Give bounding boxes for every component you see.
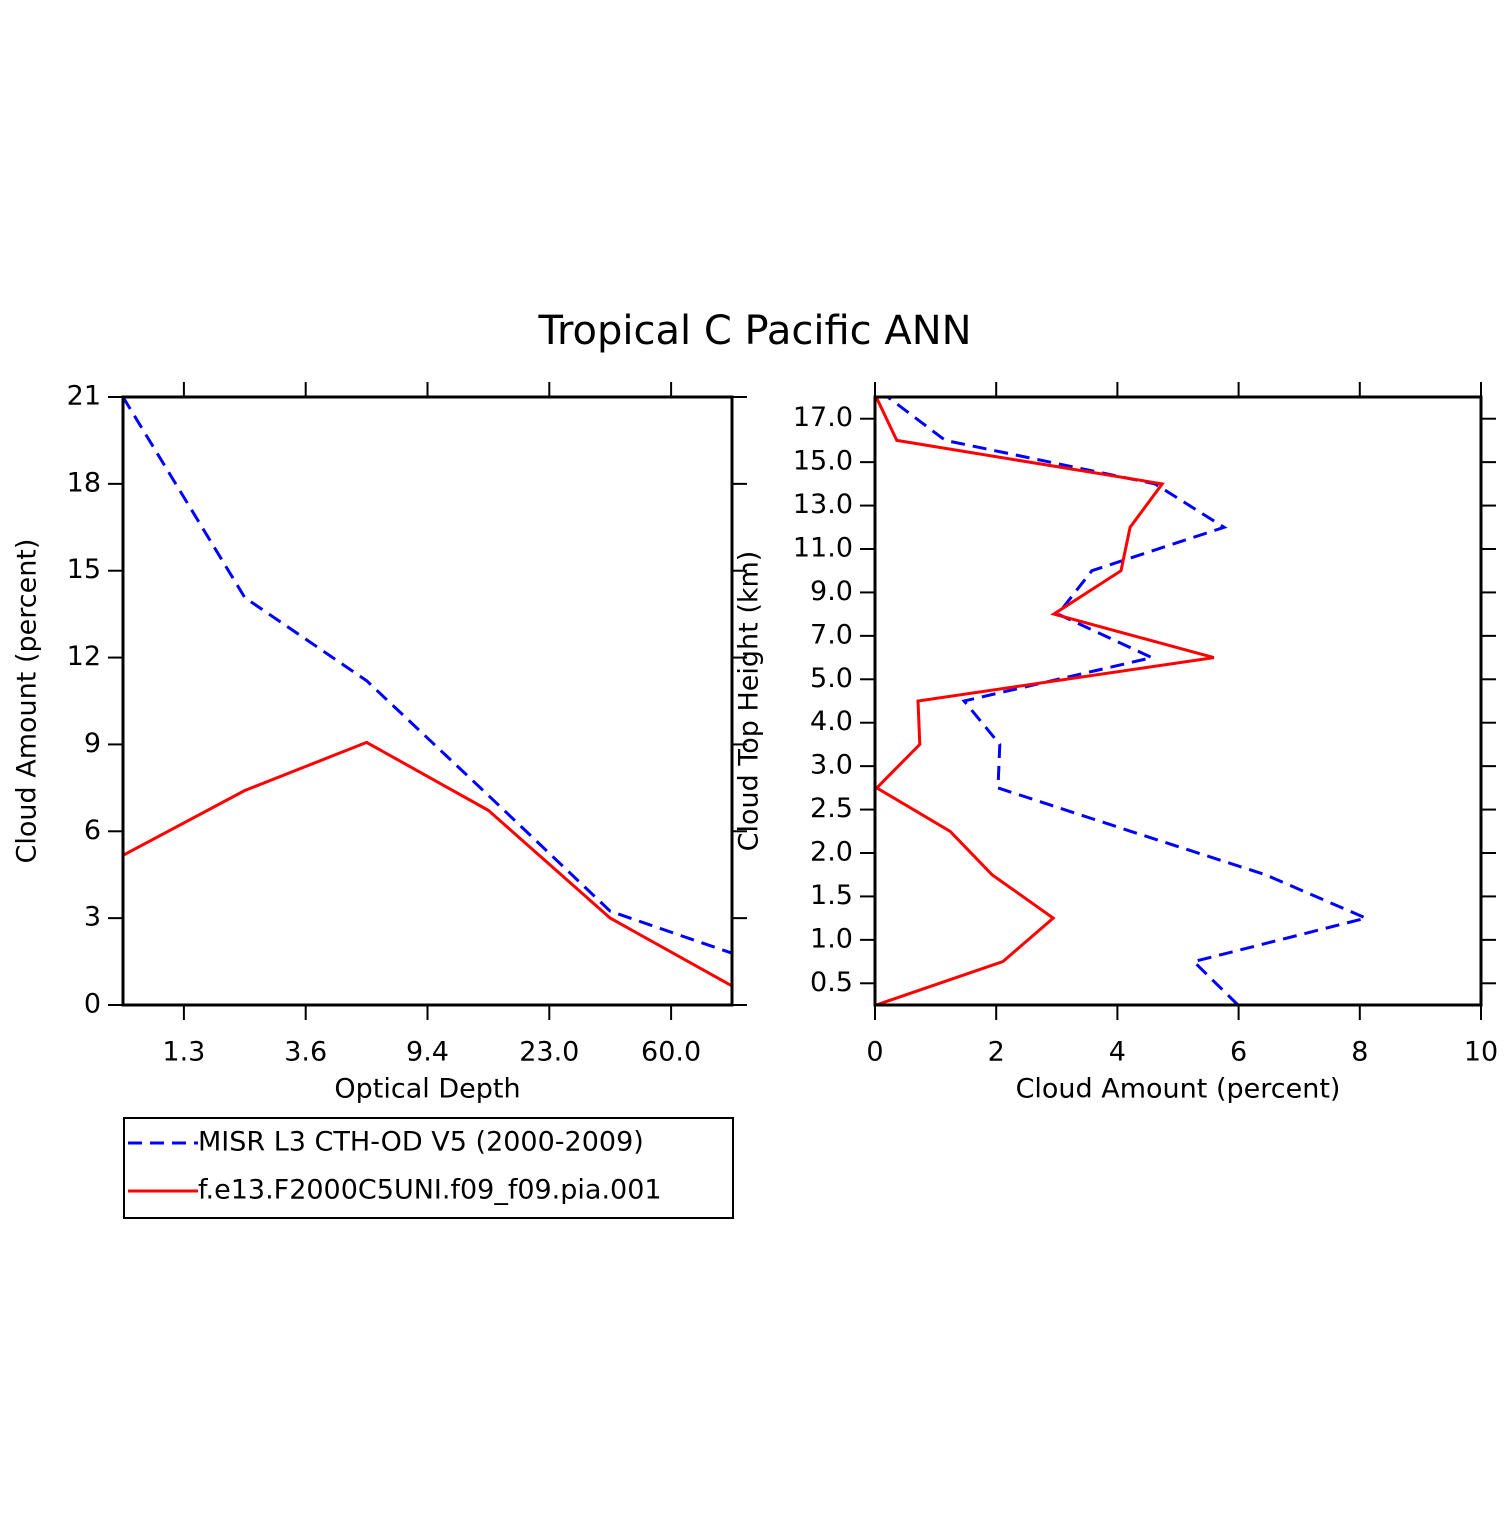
x-tick-label: 1.3 [162,1037,205,1068]
x-tick-label: 9.4 [406,1037,449,1068]
plot-frame [873,395,1483,1007]
y-tick-label: 13.0 [793,489,853,520]
figure-title: Tropical C Pacific ANN [537,308,971,354]
y-tick-label: 4.0 [810,706,853,737]
series-line [122,740,733,988]
x-tick-label: 8 [1351,1037,1368,1068]
y-tick-label: 21 [67,381,101,412]
x-tick-label: 3.6 [284,1037,327,1068]
y-tick-label: 3 [84,902,101,933]
x-tick-label: 2 [988,1037,1005,1068]
y-tick-label: 6 [84,815,101,846]
series-line [121,396,733,955]
y-tick-label: 3.0 [810,750,853,781]
legend-label: f.e13.F2000C5UNI.f09_f09.pia.001 [198,1175,662,1206]
series-line [886,395,1371,1007]
y-tick-label: 15.0 [793,446,853,477]
y-tick-label: 0 [84,989,101,1020]
y-tick-label: 7.0 [810,619,853,650]
x-tick-label: 0 [866,1037,883,1068]
x-axis-label: Cloud Amount (percent) [1016,1074,1341,1105]
x-tick-label: 10 [1464,1037,1498,1068]
plot-frame [121,395,734,1007]
x-tick-label: 23.0 [519,1037,579,1068]
y-tick-label: 15 [67,554,101,585]
series-line [874,396,1215,1007]
y-axis-label: Cloud Amount (percent) [12,539,43,864]
x-axis-label: Optical Depth [334,1074,520,1105]
y-tick-label: 12 [67,641,101,672]
x-tick-label: 6 [1230,1037,1247,1068]
y-tick-label: 5.0 [810,663,853,694]
y-tick-label: 2.0 [810,837,853,868]
y-tick-label: 1.5 [810,880,853,911]
y-tick-label: 9 [84,728,101,759]
y-tick-label: 18 [67,467,101,498]
y-tick-label: 2.5 [810,793,853,824]
y-tick-label: 0.5 [810,967,853,998]
y-tick-label: 11.0 [793,533,853,564]
legend-box [123,1117,734,1219]
x-tick-label: 4 [1109,1037,1126,1068]
y-tick-label: 9.0 [810,576,853,607]
y-tick-label: 1.0 [810,923,853,954]
x-tick-label: 60.0 [641,1037,701,1068]
y-axis-label: Cloud Top Height (km) [734,551,765,852]
legend-label: MISR L3 CTH-OD V5 (2000-2009) [198,1127,644,1158]
y-tick-label: 17.0 [793,402,853,433]
